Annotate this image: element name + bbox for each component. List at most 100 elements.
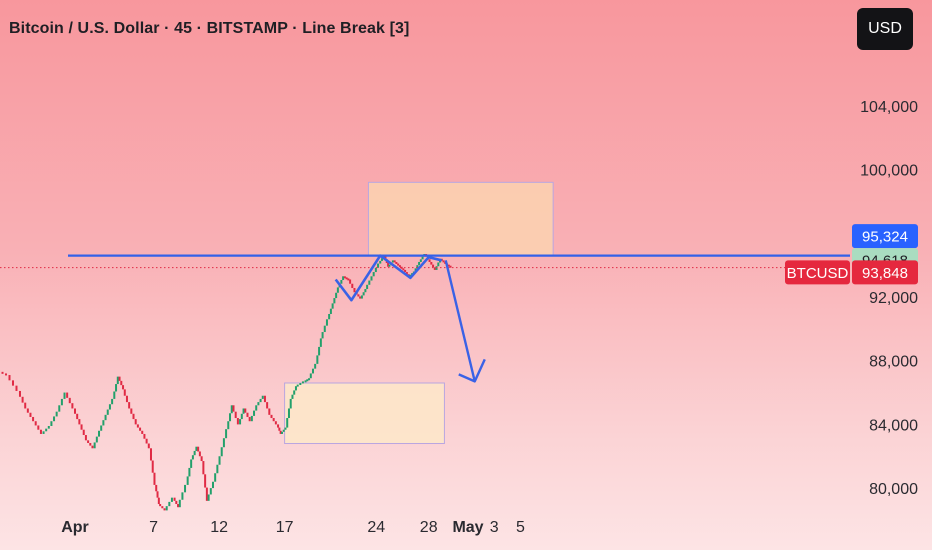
- line-break-block: [266, 402, 269, 409]
- line-break-block: [416, 265, 419, 269]
- line-break-block: [397, 263, 400, 266]
- price-tag-last-box: [852, 260, 918, 285]
- line-break-block: [76, 413, 79, 420]
- line-break-block: [308, 378, 311, 381]
- currency-button[interactable]: USD: [857, 8, 913, 50]
- x-tick-label: 3: [490, 519, 499, 536]
- line-break-block: [314, 363, 317, 369]
- line-break-block: [159, 504, 162, 507]
- line-break-block: [329, 308, 332, 314]
- line-break-block: [270, 414, 273, 419]
- line-break-block: [289, 398, 292, 409]
- line-break-block: [157, 497, 160, 505]
- line-break-block: [139, 427, 142, 431]
- line-break-block: [21, 396, 24, 403]
- projection-arrow[interactable]: [444, 260, 476, 382]
- line-break-block: [113, 391, 116, 399]
- line-break-block: [26, 408, 29, 413]
- line-break-block: [393, 260, 396, 263]
- line-break-block: [163, 508, 166, 511]
- chart-title: Bitcoin / U.S. Dollar · 45 · BITSTAMP · …: [9, 20, 410, 37]
- line-break-block: [333, 298, 336, 304]
- line-break-block: [391, 260, 394, 263]
- line-break-block: [230, 405, 233, 414]
- price-tag-last-label: 93,848: [862, 265, 908, 282]
- line-break-block: [78, 419, 81, 425]
- line-break-block: [32, 416, 35, 422]
- line-break-block: [419, 259, 422, 262]
- line-break-block: [242, 408, 245, 414]
- line-break-block: [178, 499, 181, 508]
- pattern-path[interactable]: [334, 254, 443, 302]
- line-break-block: [8, 375, 11, 381]
- price-axis[interactable]: 104,000 100,000 92,000 88,000 84,000 80,000 95…: [785, 99, 918, 498]
- line-break-block: [294, 386, 297, 391]
- line-break-block: [175, 500, 178, 505]
- line-break-block: [325, 319, 328, 326]
- y-tick-label: 80,000: [869, 481, 918, 498]
- line-break-block: [379, 260, 382, 264]
- x-tick-label: Apr: [61, 519, 89, 536]
- line-break-block: [301, 381, 304, 384]
- zones-layer: [284, 181, 554, 445]
- line-break-block: [134, 419, 137, 425]
- line-break-block: [128, 402, 131, 409]
- line-break-block: [195, 446, 198, 451]
- resistance-zone[interactable]: [367, 181, 554, 257]
- line-break-block: [286, 418, 289, 428]
- line-break-block: [82, 429, 85, 436]
- line-break-block: [353, 287, 356, 293]
- line-break-block: [205, 487, 208, 501]
- line-break-block: [432, 264, 435, 268]
- x-tick-label: 7: [149, 519, 158, 536]
- line-break-block: [104, 414, 107, 421]
- support-zone[interactable]: [284, 382, 445, 445]
- line-break-block: [360, 295, 363, 299]
- line-break-block: [149, 448, 152, 461]
- line-break-block: [37, 425, 40, 430]
- y-tick-label: 84,000: [869, 417, 918, 434]
- line-break-block: [98, 430, 101, 437]
- line-break-block: [364, 289, 367, 293]
- y-tick-label: 88,000: [869, 354, 918, 371]
- line-break-block: [227, 421, 230, 430]
- line-break-block: [342, 276, 345, 281]
- line-break-block: [244, 408, 247, 413]
- symbol-tag-box: [785, 260, 850, 285]
- line-break-block: [34, 421, 37, 426]
- line-break-block: [277, 424, 280, 428]
- projection-arrow-head: [458, 358, 486, 383]
- line-break-block: [253, 410, 256, 416]
- line-break-block: [377, 263, 380, 268]
- line-break-block: [191, 455, 194, 460]
- line-break-block: [63, 392, 66, 399]
- price-series: [0, 254, 452, 511]
- line-break-block: [229, 413, 232, 422]
- line-break-block: [380, 258, 383, 261]
- line-break-block: [268, 408, 271, 415]
- time-axis[interactable]: Apr 7 12 17 24 28 May 3 5: [61, 519, 525, 536]
- line-break-block: [362, 292, 365, 296]
- line-break-block: [340, 280, 343, 284]
- line-break-block: [141, 430, 144, 434]
- line-break-block: [293, 390, 296, 395]
- line-break-block: [318, 346, 321, 356]
- line-break-block: [151, 460, 154, 473]
- line-break-block: [18, 390, 21, 397]
- line-break-block: [122, 385, 125, 390]
- line-break-block: [442, 260, 445, 263]
- x-tick-label: 17: [276, 519, 294, 536]
- y-tick-label: 92,000: [869, 290, 918, 307]
- line-break-block: [384, 255, 387, 260]
- line-break-block: [125, 395, 128, 403]
- line-break-block: [200, 456, 203, 462]
- line-break-block: [323, 325, 326, 333]
- line-break-block: [246, 412, 249, 417]
- x-tick-label: May: [452, 519, 483, 536]
- line-break-block: [15, 385, 18, 391]
- line-break-block: [274, 421, 277, 425]
- line-break-block: [284, 427, 287, 430]
- line-break-block: [387, 263, 390, 267]
- line-break-block: [143, 433, 146, 439]
